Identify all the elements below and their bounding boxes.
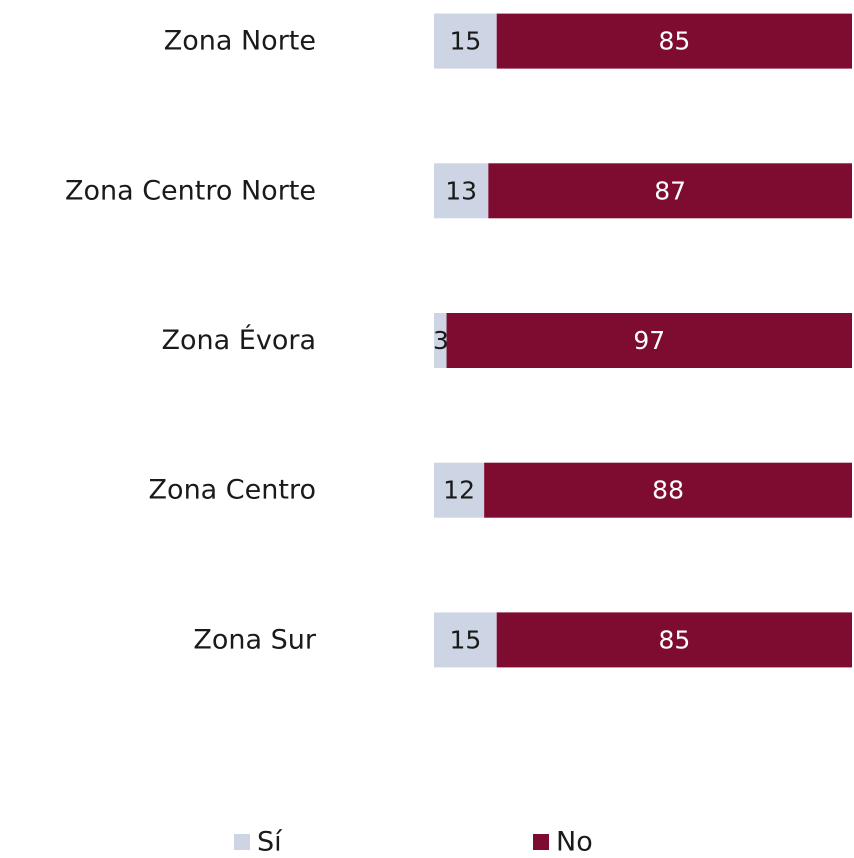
legend-label: No <box>556 827 593 855</box>
value-label: 87 <box>654 176 686 205</box>
value-label: 15 <box>449 625 481 654</box>
value-label: 88 <box>652 476 684 505</box>
value-label: 3 <box>433 326 449 355</box>
value-label: 85 <box>658 625 690 654</box>
value-label: 13 <box>445 176 477 205</box>
bar-segment <box>496 13 852 69</box>
bar-segment <box>434 612 497 668</box>
category-label: Zona Sur <box>193 624 317 655</box>
bar-segment <box>488 163 852 219</box>
value-label: 97 <box>633 326 665 355</box>
category-label: Zona Norte <box>164 26 316 57</box>
legend-swatch <box>234 834 250 850</box>
value-label: 12 <box>443 476 475 505</box>
bar-segment <box>434 313 447 368</box>
category-label: Zona Centro <box>149 475 316 506</box>
bar-segment <box>496 612 852 668</box>
legend-swatch <box>533 834 549 850</box>
bar-segment <box>434 462 485 518</box>
category-label: Zona Évora <box>162 324 316 356</box>
category-label: Zona Centro Norte <box>65 175 316 206</box>
bar-segment <box>434 13 497 69</box>
bar-segment <box>446 313 852 368</box>
value-label: 15 <box>449 27 481 56</box>
bar-segment <box>484 462 852 518</box>
bar-segment <box>434 163 489 219</box>
legend-label: Sí <box>257 827 283 855</box>
value-label: 85 <box>658 27 690 56</box>
